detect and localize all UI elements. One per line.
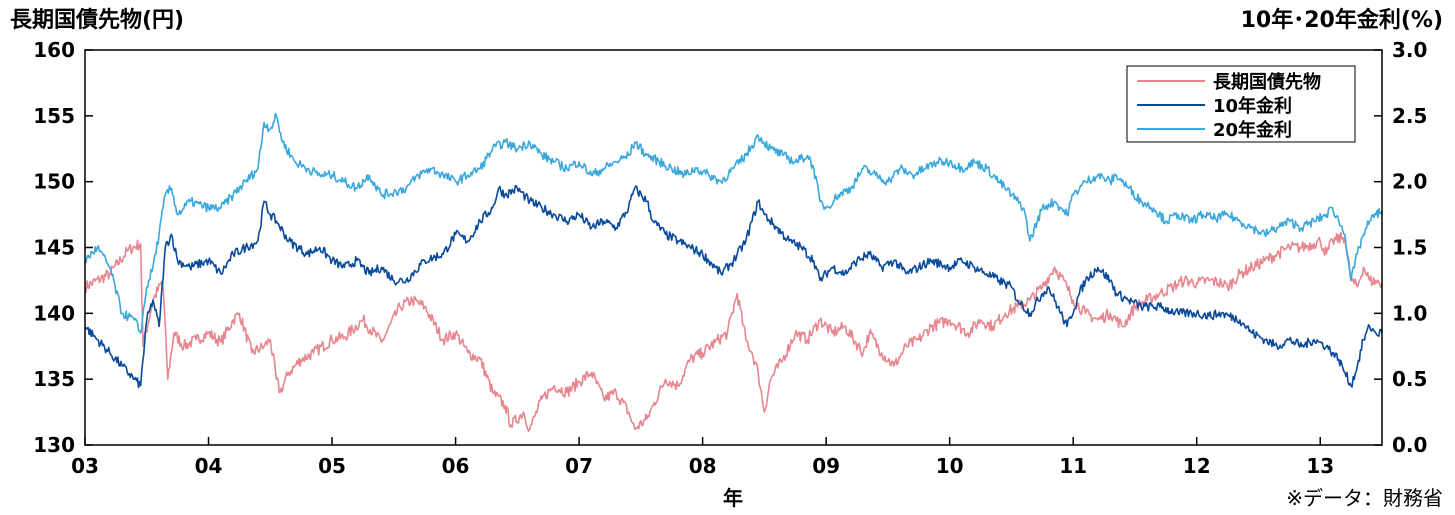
x-tick-label: 06: [442, 454, 470, 478]
x-tick-label: 13: [1306, 454, 1334, 478]
right-tick-label: 1.0: [1392, 301, 1427, 325]
x-tick-label: 12: [1183, 454, 1211, 478]
axis-ticks: [84, 49, 1382, 446]
source-note: ※データ：財務省: [1286, 486, 1443, 510]
right-tick-label: 3.0: [1392, 38, 1427, 62]
x-tick-label: 11: [1059, 454, 1087, 478]
legend-label-3: 20年金利: [1213, 119, 1292, 141]
x-tick-label: 09: [812, 454, 840, 478]
right-axis-title: 10年･20年金利(%): [1241, 7, 1443, 33]
series-lines: [84, 112, 1383, 433]
x-tick-label: 03: [71, 454, 99, 478]
legend-label-1: 長期国債先物: [1213, 71, 1321, 93]
left-tick-label: 150: [33, 170, 75, 194]
series-line-1: [84, 231, 1383, 433]
right-tick-label: 0.5: [1392, 367, 1427, 391]
x-axis-tick-labels: 03 04 05 06 07 08 09 10 11 12 13: [71, 454, 1334, 478]
left-tick-label: 145: [33, 236, 75, 260]
right-tick-label: 2.5: [1392, 104, 1427, 128]
right-tick-label: 2.0: [1392, 170, 1427, 194]
left-tick-label: 160: [33, 38, 75, 62]
x-tick-label: 04: [195, 454, 223, 478]
left-axis-title: 長期国債先物(円): [10, 7, 184, 33]
x-tick-label: 07: [565, 454, 593, 478]
x-tick-label: 08: [689, 454, 717, 478]
x-tick-label: 05: [318, 454, 346, 478]
right-tick-label: 0.0: [1392, 433, 1427, 457]
left-tick-label: 155: [33, 104, 75, 128]
series-line-2: [84, 184, 1383, 389]
right-axis-tick-labels: 0.0 0.5 1.0 1.5 2.0 2.5 3.0: [1392, 38, 1427, 457]
left-axis-tick-labels: 130 135 140 145 150 155 160: [33, 38, 75, 457]
x-axis-title: 年: [723, 486, 743, 510]
legend-label-2: 10年金利: [1213, 95, 1292, 117]
right-tick-label: 1.5: [1392, 236, 1427, 260]
x-tick-label: 10: [936, 454, 964, 478]
left-tick-label: 135: [33, 367, 75, 391]
left-tick-label: 130: [33, 433, 75, 457]
left-tick-label: 140: [33, 301, 75, 325]
series-line-3: [84, 112, 1383, 334]
